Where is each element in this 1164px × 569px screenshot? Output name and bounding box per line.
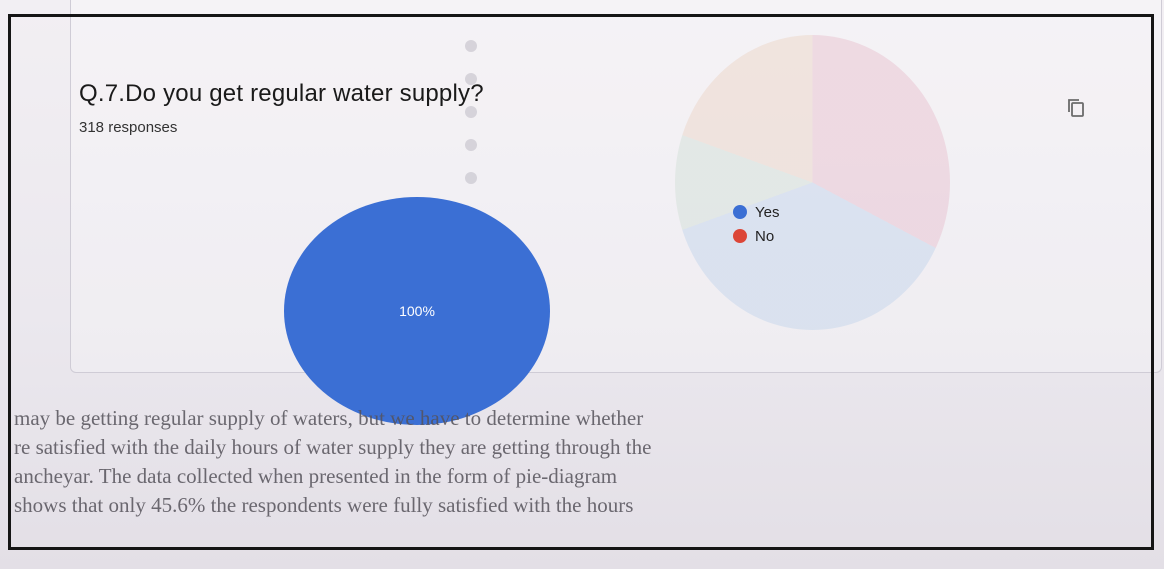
question-title: Q.7.Do you get regular water supply? [79, 80, 484, 107]
response-count: 318 responses [79, 119, 178, 136]
chart-card-frame [8, 14, 1154, 550]
legend-item-yes: Yes [733, 200, 779, 224]
pie-slice-yes-label: 100% [399, 303, 435, 319]
pie-slice-yes [284, 197, 550, 425]
ghost-underlying-pie [675, 35, 950, 330]
legend-swatch-yes [733, 205, 747, 219]
copy-chart-button[interactable] [1062, 95, 1090, 123]
legend-label-yes: Yes [755, 203, 780, 221]
body-text-line: shows that only 45.6% the respondents we… [14, 493, 634, 517]
legend-label-no: No [755, 227, 775, 245]
chart-legend: Yes No [733, 200, 779, 248]
ghost-underlying-card [70, 0, 1162, 373]
legend-swatch-no [733, 229, 747, 243]
body-text-line: may be getting regular supply of waters,… [14, 406, 644, 430]
body-text-line: ancheyar. The data collected when presen… [14, 464, 618, 488]
copy-icon [1068, 99, 1084, 117]
background-body-text: may be getting regular supply of waters,… [14, 404, 1154, 520]
legend-item-no: No [733, 224, 779, 248]
ghost-underlying-legend [465, 40, 477, 205]
pie-chart: 100% [284, 197, 550, 425]
body-text-line: re satisfied with the daily hours of wat… [14, 435, 652, 459]
